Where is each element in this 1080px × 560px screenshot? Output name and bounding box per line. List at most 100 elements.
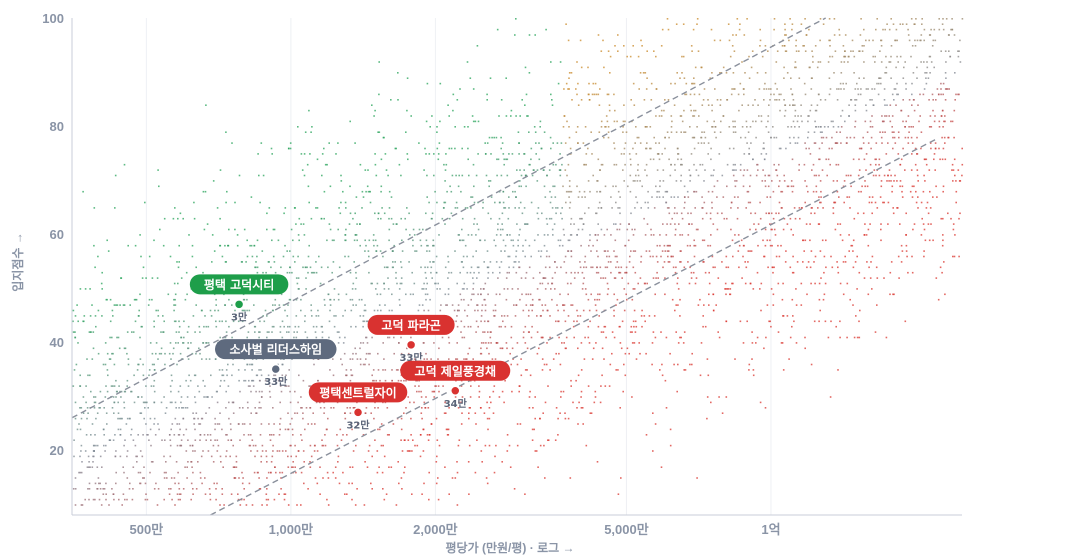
data-point bbox=[703, 180, 705, 182]
data-point bbox=[531, 439, 534, 441]
data-point bbox=[376, 471, 379, 474]
data-point bbox=[792, 315, 794, 317]
data-point bbox=[265, 493, 268, 495]
data-point bbox=[243, 228, 246, 231]
data-point bbox=[763, 158, 766, 161]
data-point bbox=[317, 309, 319, 312]
data-point bbox=[568, 72, 571, 74]
x-axis-title: 평당가 (만원/평) · 로그 → bbox=[446, 540, 575, 555]
data-point bbox=[430, 423, 433, 425]
data-point bbox=[899, 180, 902, 182]
data-point bbox=[418, 385, 420, 387]
data-point bbox=[519, 201, 522, 204]
data-point bbox=[408, 261, 410, 263]
data-point bbox=[570, 250, 572, 252]
data-point bbox=[258, 407, 260, 409]
data-point bbox=[662, 196, 664, 198]
data-point bbox=[281, 320, 284, 323]
data-point bbox=[201, 417, 204, 420]
data-point bbox=[794, 66, 796, 69]
data-point bbox=[797, 115, 799, 117]
data-point bbox=[728, 126, 731, 128]
data-point bbox=[955, 190, 958, 193]
data-point bbox=[492, 309, 495, 312]
data-point bbox=[675, 266, 677, 269]
data-point bbox=[782, 228, 785, 231]
data-point bbox=[619, 223, 622, 225]
data-point bbox=[93, 455, 95, 458]
data-point bbox=[554, 288, 556, 290]
data-point bbox=[480, 288, 482, 290]
data-point bbox=[79, 374, 81, 377]
data-point bbox=[113, 385, 116, 387]
data-point bbox=[618, 228, 621, 231]
data-point bbox=[649, 126, 652, 128]
data-point bbox=[256, 266, 259, 269]
data-point bbox=[488, 136, 491, 139]
data-point bbox=[215, 320, 217, 323]
data-point bbox=[730, 228, 732, 231]
data-point bbox=[693, 147, 696, 150]
data-point bbox=[704, 136, 707, 139]
data-point bbox=[722, 196, 725, 198]
data-point bbox=[826, 174, 828, 177]
data-point bbox=[570, 223, 572, 225]
data-point bbox=[175, 342, 177, 344]
data-point bbox=[676, 212, 678, 215]
data-point bbox=[588, 244, 590, 247]
data-point bbox=[604, 385, 607, 387]
data-point bbox=[91, 466, 94, 468]
data-point bbox=[519, 115, 521, 117]
data-point bbox=[689, 244, 691, 247]
data-point bbox=[674, 207, 676, 209]
data-point bbox=[765, 212, 768, 215]
data-point bbox=[244, 369, 246, 371]
data-point bbox=[208, 488, 211, 490]
data-point bbox=[488, 352, 490, 355]
data-point bbox=[501, 315, 503, 317]
data-point bbox=[500, 99, 503, 101]
data-point bbox=[529, 293, 532, 296]
data-point bbox=[225, 320, 227, 323]
data-point bbox=[286, 331, 288, 333]
data-point bbox=[297, 277, 300, 279]
data-point bbox=[265, 455, 268, 458]
data-point bbox=[248, 309, 251, 312]
data-point bbox=[281, 450, 284, 452]
data-point bbox=[483, 331, 486, 333]
data-point bbox=[72, 320, 74, 323]
data-point bbox=[712, 293, 715, 296]
data-point bbox=[244, 379, 247, 382]
data-point bbox=[677, 153, 680, 155]
data-point bbox=[126, 385, 128, 387]
data-point bbox=[194, 396, 196, 398]
data-point bbox=[234, 309, 236, 312]
data-point bbox=[254, 407, 256, 409]
data-point bbox=[581, 288, 584, 290]
data-point bbox=[177, 471, 179, 474]
data-point bbox=[955, 201, 957, 204]
data-point bbox=[650, 234, 653, 236]
data-point bbox=[845, 174, 848, 177]
data-point bbox=[279, 423, 281, 425]
data-point bbox=[588, 99, 591, 101]
data-point bbox=[631, 228, 633, 231]
data-point bbox=[759, 201, 761, 204]
data-point bbox=[739, 163, 742, 166]
data-point bbox=[311, 315, 313, 317]
data-point bbox=[871, 115, 873, 117]
data-point bbox=[426, 174, 428, 177]
data-point bbox=[459, 271, 461, 274]
data-point bbox=[617, 190, 620, 193]
data-point bbox=[185, 271, 188, 274]
data-point bbox=[345, 369, 348, 371]
data-point bbox=[97, 477, 100, 479]
data-point bbox=[237, 493, 239, 495]
data-point bbox=[285, 385, 288, 387]
data-point bbox=[558, 244, 561, 247]
data-point bbox=[420, 244, 423, 247]
data-point bbox=[771, 266, 774, 269]
data-point bbox=[278, 434, 281, 436]
data-point bbox=[788, 136, 791, 139]
data-point bbox=[84, 498, 86, 501]
